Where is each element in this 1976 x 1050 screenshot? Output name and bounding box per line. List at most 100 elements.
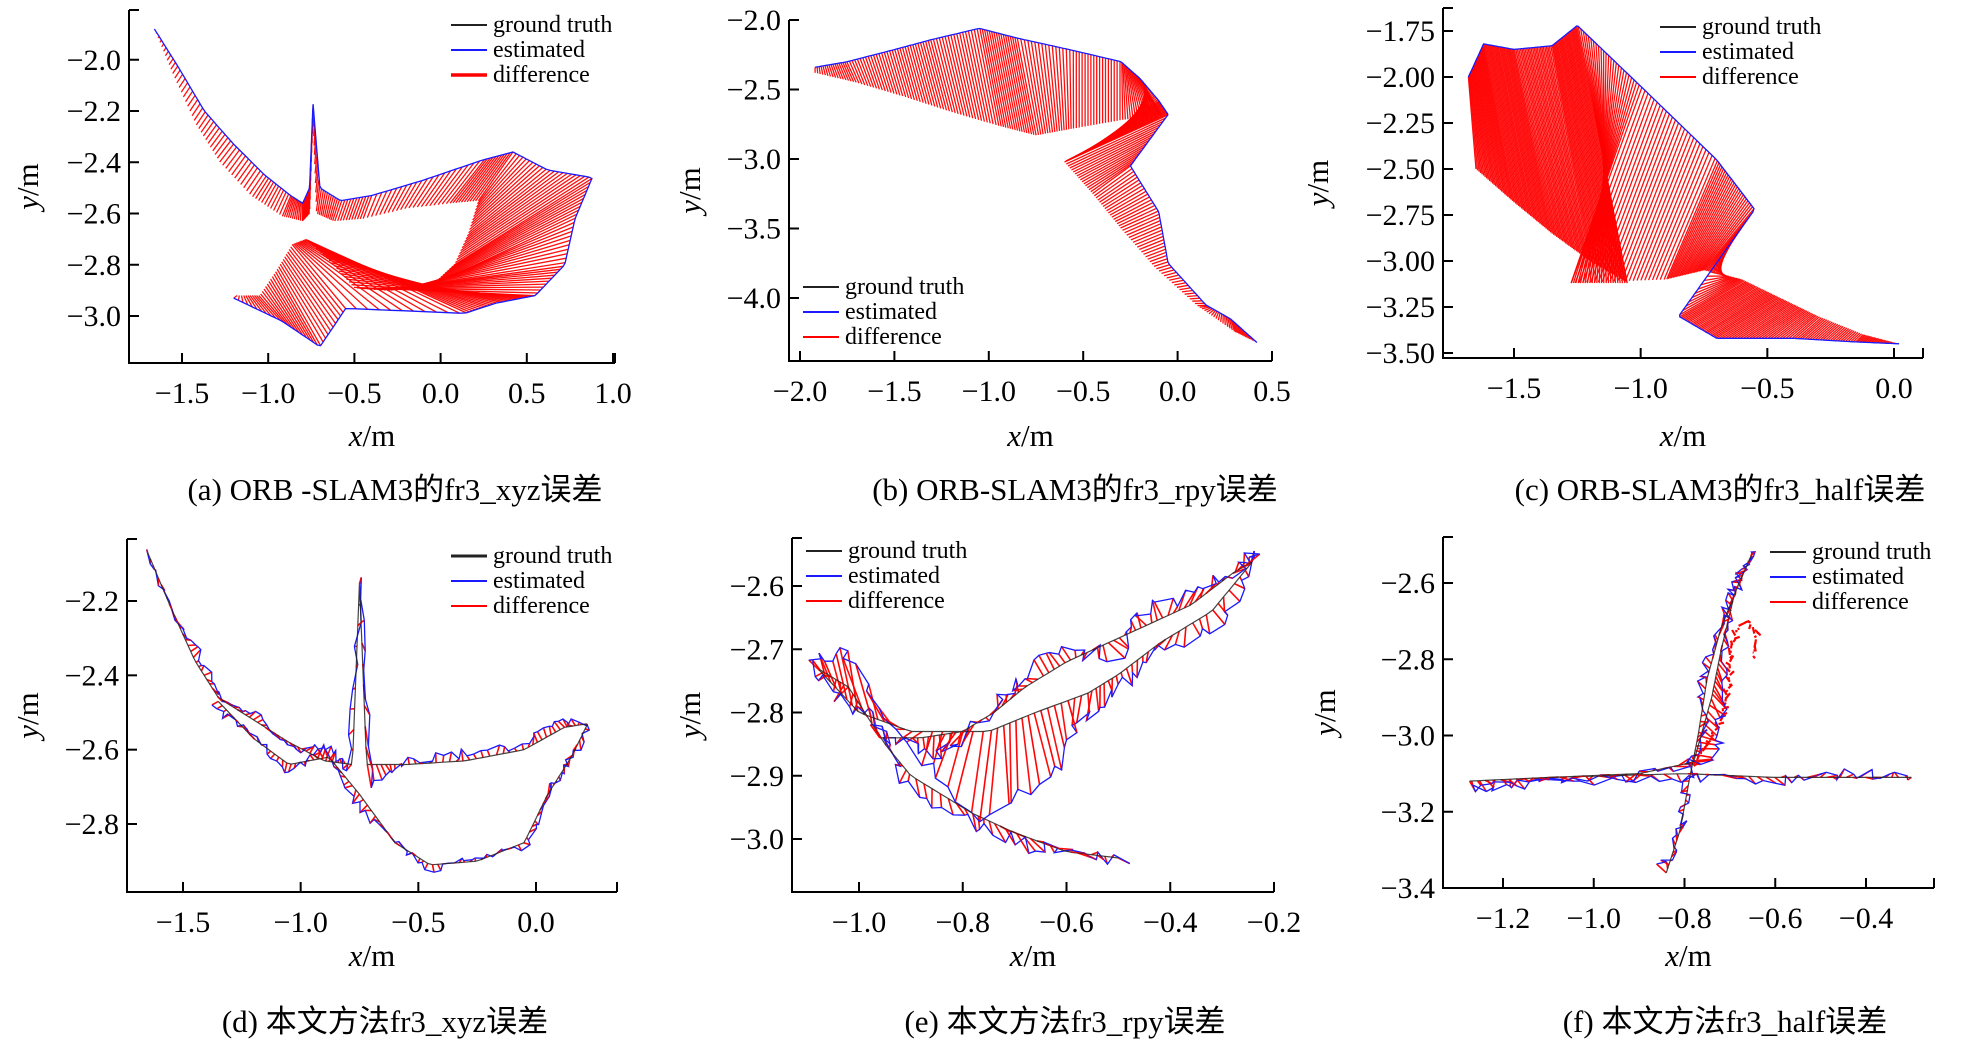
difference-segment: [1153, 261, 1169, 268]
difference-segment: [521, 743, 525, 750]
difference-segment: [1524, 48, 1564, 242]
difference-segment: [224, 701, 233, 706]
difference-segment: [246, 170, 261, 192]
difference-segment: [1734, 586, 1738, 588]
difference-segment: [279, 193, 290, 215]
difference-segment: [1752, 655, 1756, 659]
difference-segment: [848, 60, 860, 84]
difference-segment: [1528, 47, 1569, 245]
difference-segment: [1572, 775, 1585, 779]
difference-segment: [1739, 302, 1793, 339]
difference-segment: [1705, 739, 1712, 746]
difference-segment: [1735, 572, 1744, 575]
difference-segment: [282, 258, 332, 332]
difference-segment: [891, 50, 907, 98]
difference-segment: [1717, 667, 1723, 681]
difference-segment: [1570, 87, 1643, 284]
difference-segment: [1491, 45, 1526, 212]
difference-segment: [399, 763, 402, 766]
difference-segment: [1738, 621, 1747, 627]
x-tick-label: −0.4: [1839, 902, 1893, 935]
difference-segment: [1002, 34, 1023, 132]
plot-area: [814, 27, 1258, 343]
difference-segment: [288, 249, 342, 317]
difference-segment: [457, 175, 581, 258]
difference-segment: [1513, 49, 1553, 234]
difference-segment: [1204, 307, 1212, 312]
difference-segment: [1136, 235, 1164, 248]
x-tick-label: −0.6: [1748, 902, 1802, 935]
difference-segment: [1724, 697, 1728, 702]
difference-segment: [1470, 71, 1483, 175]
difference-segment: [1832, 327, 1848, 342]
difference-segment: [1609, 116, 1674, 282]
difference-segment: [1876, 338, 1882, 344]
difference-segment: [245, 295, 253, 308]
difference-segment: [1500, 46, 1537, 220]
difference-segment: [411, 852, 417, 857]
difference-segment: [353, 196, 364, 220]
difference-segment: [352, 793, 360, 804]
difference-segment: [371, 764, 375, 781]
difference-segment: [1471, 68, 1486, 178]
difference-segment: [289, 742, 295, 747]
x-tick-label: 0.5: [1253, 375, 1291, 408]
difference-segment: [1174, 282, 1186, 286]
difference-segment: [1492, 45, 1527, 213]
difference-segment: [273, 189, 285, 211]
difference-segment: [1697, 288, 1762, 328]
difference-segment: [1733, 635, 1741, 640]
difference-segment: [1593, 104, 1661, 283]
difference-segment: [1502, 779, 1508, 785]
difference-segment: [990, 31, 1012, 129]
difference-segment: [1225, 316, 1229, 327]
difference-segment: [1479, 51, 1506, 195]
difference-segment: [1027, 715, 1041, 785]
difference-segment: [1696, 200, 1749, 273]
y-tick-label: −3.2: [1381, 796, 1435, 829]
difference-segment: [1479, 50, 1508, 196]
difference-segment: [1718, 721, 1725, 726]
difference-segment: [1097, 855, 1104, 860]
difference-segment: [1492, 779, 1495, 783]
difference-segment: [967, 30, 988, 123]
difference-segment: [1727, 592, 1733, 601]
difference-segment: [1067, 700, 1078, 733]
difference-segment: [1712, 693, 1728, 710]
difference-segment: [1819, 323, 1839, 341]
difference-segment: [580, 723, 583, 726]
difference-segment: [1807, 320, 1830, 340]
y-tick-label: −3.50: [1366, 337, 1435, 370]
difference-segment: [866, 690, 885, 723]
y-tick-label: −3.5: [727, 213, 781, 246]
legend-label: ground truth: [1812, 539, 1931, 565]
difference-segment: [1129, 626, 1132, 633]
difference-segment: [836, 63, 844, 80]
difference-segment: [1668, 766, 1674, 772]
difference-segment: [1671, 851, 1677, 858]
difference-segment: [1156, 264, 1170, 270]
difference-segment: [1733, 594, 1736, 597]
difference-segment: [818, 674, 829, 682]
difference-segment: [1586, 98, 1655, 283]
x-tick-label: −1.0: [962, 375, 1016, 408]
difference-segment: [1714, 296, 1779, 338]
difference-segment: [944, 36, 965, 116]
difference-segment: [1060, 702, 1068, 740]
difference-segment: [407, 757, 410, 765]
difference-segment: [1234, 583, 1246, 590]
difference-segment: [1613, 119, 1677, 282]
difference-segment: [898, 769, 907, 784]
difference-segment: [1233, 321, 1238, 334]
difference-segment: [475, 152, 511, 202]
difference-segment: [1507, 48, 1546, 228]
difference-segment: [301, 240, 426, 313]
difference-segment: [1176, 284, 1189, 288]
difference-segment: [1141, 242, 1165, 253]
difference-segment: [1206, 308, 1213, 313]
difference-segment: [1476, 56, 1500, 190]
difference-segment: [553, 783, 555, 786]
difference-segment: [458, 156, 494, 203]
y-tick-label: −2.7: [730, 633, 784, 666]
x-tick-label: 0.0: [1159, 375, 1197, 408]
